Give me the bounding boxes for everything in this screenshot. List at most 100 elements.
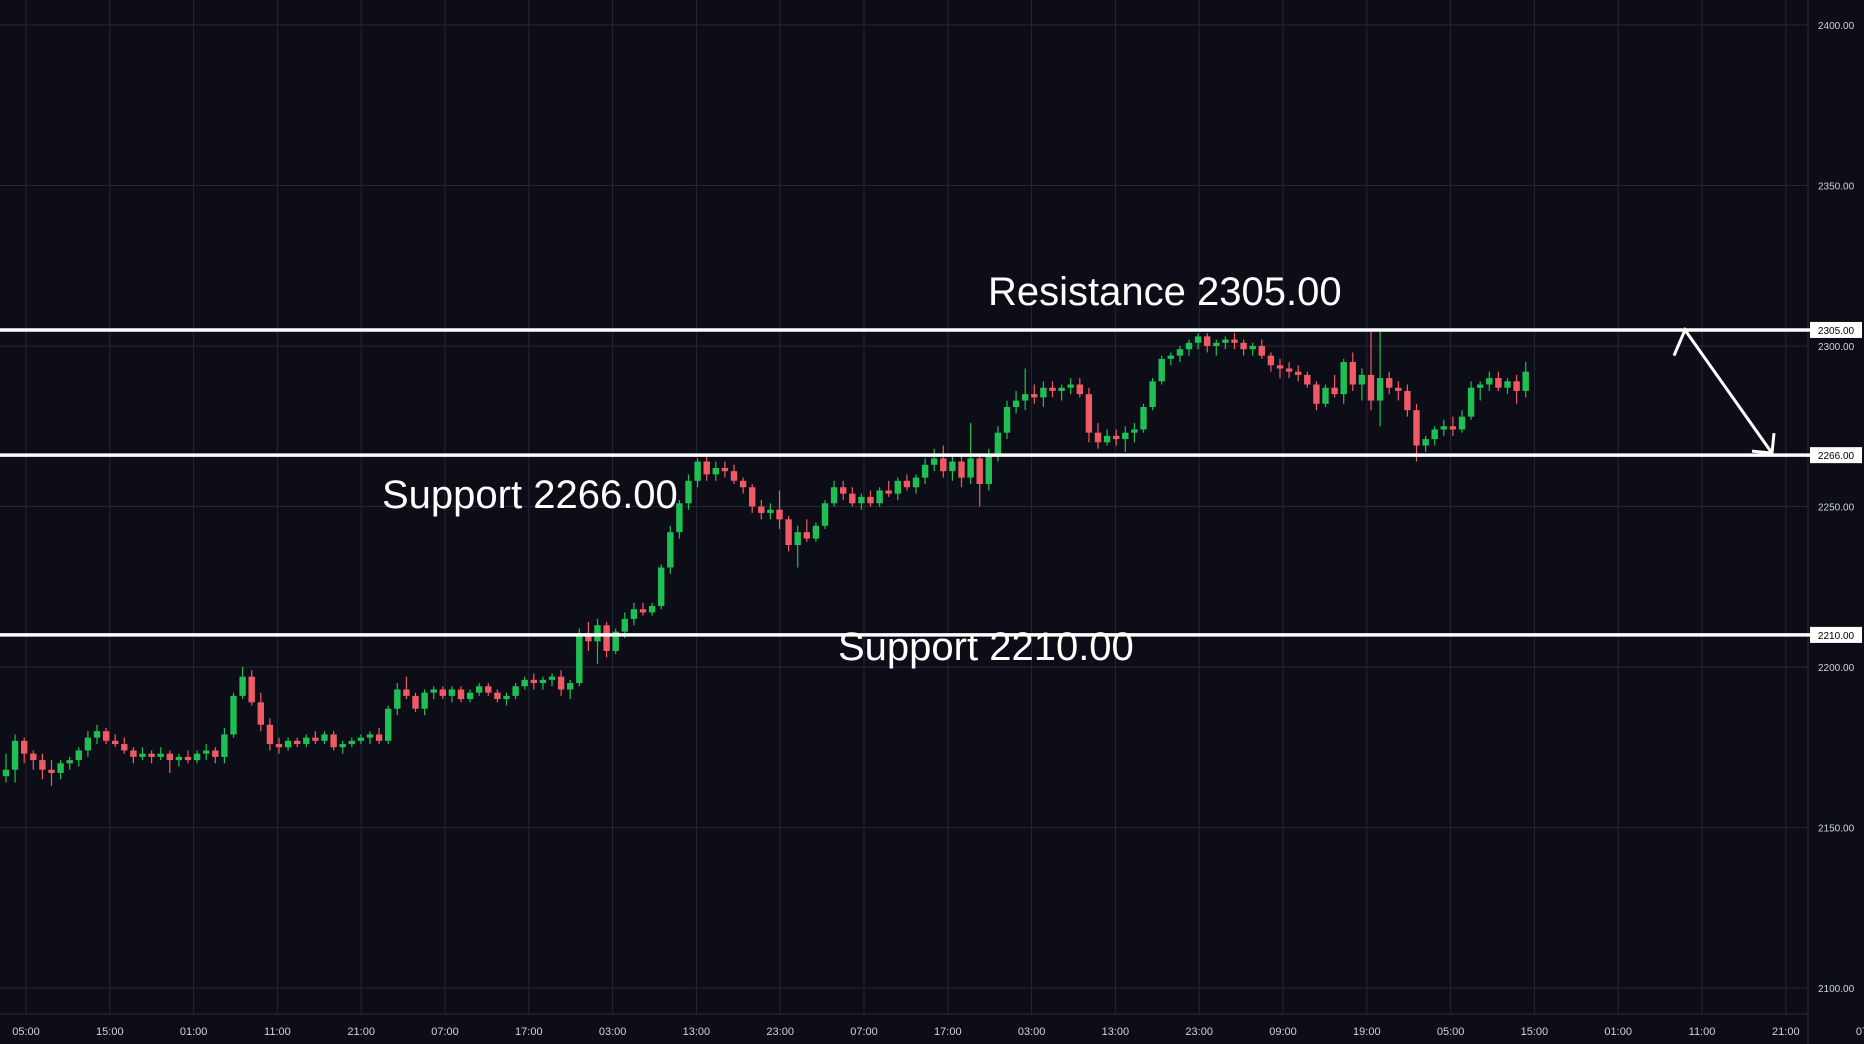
candle xyxy=(1449,416,1457,436)
candle xyxy=(776,490,783,529)
candle xyxy=(75,747,82,767)
candle-body-up xyxy=(612,631,619,651)
candle xyxy=(1276,358,1284,379)
candle-body-down xyxy=(530,679,537,684)
candle-body-down xyxy=(1276,365,1284,369)
candle-body-down xyxy=(730,471,738,481)
candle-body-up xyxy=(2,769,10,777)
price-axis[interactable]: 2100.00 2150.00 2200.00 2250.00 2300.00 2350.… xyxy=(1818,21,1855,995)
candle-body-down xyxy=(403,689,410,696)
candle xyxy=(557,670,565,696)
candle-body-down xyxy=(1495,378,1502,388)
candle xyxy=(1467,381,1475,420)
candle xyxy=(858,493,865,510)
candle-body-up xyxy=(1103,435,1111,443)
candle-body-up xyxy=(321,734,328,741)
candle xyxy=(1149,378,1156,411)
candle-body-up xyxy=(931,458,938,465)
candle xyxy=(785,516,792,552)
candle-body-down xyxy=(112,740,119,745)
candle xyxy=(1094,423,1102,449)
candle-body-up xyxy=(157,753,164,757)
candle-body-up xyxy=(1504,381,1511,388)
candle-body-down xyxy=(840,487,847,494)
candle-body-up xyxy=(1486,378,1493,385)
candle-body-down xyxy=(1076,384,1083,395)
candle-body-up xyxy=(1067,384,1074,388)
candle xyxy=(1404,384,1411,417)
candle-body-up xyxy=(221,734,228,757)
candle-body-up xyxy=(1467,387,1475,417)
candle-body-down xyxy=(940,458,947,472)
candle xyxy=(794,525,801,568)
candle xyxy=(1085,387,1093,443)
candle xyxy=(676,500,683,539)
candle-body-down xyxy=(102,731,110,741)
candle xyxy=(1140,403,1147,433)
candle-body-down xyxy=(439,689,446,696)
candle-body-up xyxy=(1477,384,1484,388)
candle-body-up xyxy=(193,753,201,761)
candle xyxy=(312,731,319,745)
candle-body-up xyxy=(66,760,73,764)
candle-body-down xyxy=(585,634,592,642)
candle xyxy=(284,737,292,751)
candle-body-down xyxy=(1331,387,1338,395)
horizontal-levels: 2305.00 2266.00 2210.00 xyxy=(0,321,1862,643)
time-tick-label: 15:00 xyxy=(1521,1026,1549,1038)
candle xyxy=(1258,339,1265,359)
candle-body-up xyxy=(967,458,974,478)
candle xyxy=(530,673,537,690)
candle-body-up xyxy=(539,679,547,684)
candle xyxy=(1249,342,1256,356)
candle-body-up xyxy=(658,567,665,607)
candle xyxy=(57,760,64,780)
candle xyxy=(1349,352,1356,391)
candle-body-down xyxy=(976,458,983,485)
time-tick-label: 13:00 xyxy=(683,1026,711,1038)
candle xyxy=(494,689,501,703)
candle-body-up xyxy=(912,477,920,488)
candle-body-down xyxy=(1295,371,1302,375)
candle xyxy=(612,628,619,655)
time-tick-label: 01:00 xyxy=(1604,1026,1632,1038)
candle xyxy=(521,676,528,690)
candle xyxy=(1103,429,1111,446)
candle-body-up xyxy=(57,763,64,773)
candle xyxy=(257,692,264,732)
time-tick-label: 01:00 xyxy=(180,1026,208,1038)
price-tick-label: 2400.00 xyxy=(1818,21,1855,32)
candle-body-down xyxy=(266,724,274,745)
time-tick-label: 07:00 xyxy=(431,1026,459,1038)
candle xyxy=(366,731,374,745)
candle-body-up xyxy=(548,676,556,680)
candle-body-up xyxy=(1158,358,1165,382)
candle xyxy=(749,484,756,513)
arrow-path xyxy=(1672,326,1774,455)
candle-body-down xyxy=(121,744,128,751)
level-tag-2210.00 xyxy=(1810,626,1862,643)
candle xyxy=(1413,403,1420,462)
candle-body-up xyxy=(203,750,210,754)
candle-body-down xyxy=(958,461,965,478)
candle-body-up xyxy=(821,503,829,526)
candle-body-up xyxy=(1140,406,1147,430)
time-axis[interactable]: 05:00 15:00 01:00 11:00 21:00 07:00 17:00 03:00… xyxy=(12,1026,1864,1038)
candle-body-up xyxy=(421,692,428,709)
candle-body-up xyxy=(1003,406,1011,433)
candle-body-down xyxy=(639,609,647,613)
candle-body-up xyxy=(84,737,92,751)
candle-body-down xyxy=(1285,368,1293,372)
candle xyxy=(885,480,892,497)
candle xyxy=(121,737,128,754)
candle xyxy=(148,750,155,764)
candle xyxy=(1222,336,1229,350)
candle xyxy=(976,455,983,507)
candle xyxy=(603,622,610,658)
candle-body-up xyxy=(1149,381,1156,407)
candle xyxy=(1395,381,1402,401)
candle-body-up xyxy=(794,532,801,546)
